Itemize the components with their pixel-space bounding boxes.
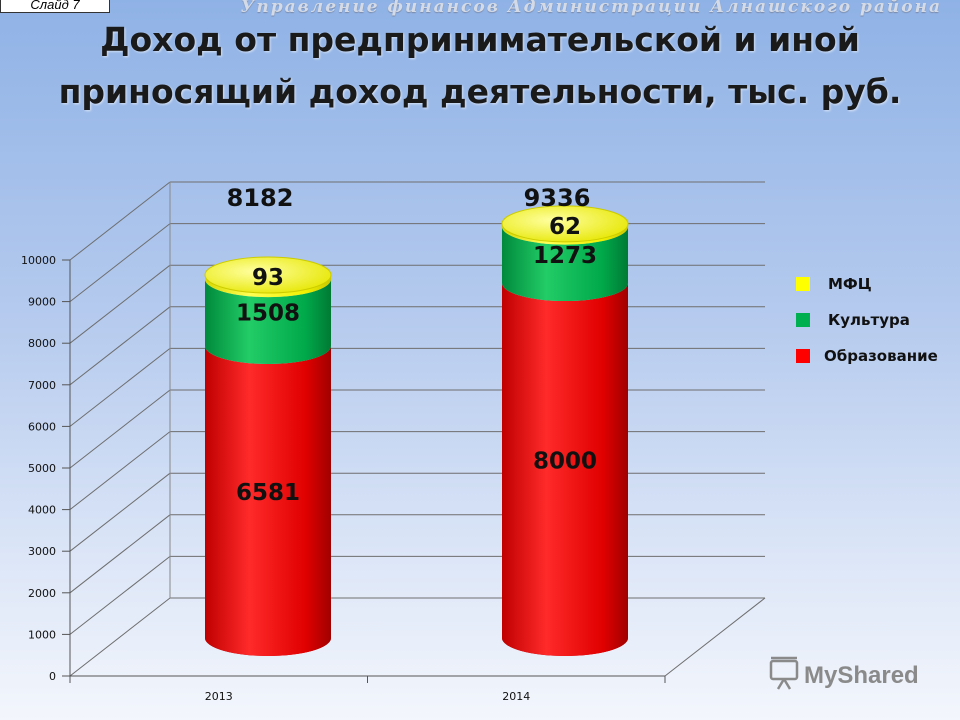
gridline-diagonal (69, 556, 171, 635)
legend: МФЦ Культура Образование (796, 275, 938, 365)
gridline-diagonal (69, 597, 171, 677)
y-tick-label: 9000 (28, 296, 56, 309)
gridline-diagonal (69, 264, 171, 344)
page-title: Доход от предпринимательской и иной прин… (58, 20, 902, 111)
bar-segment-МФЦ (205, 275, 331, 298)
bars: 6581 1508 93 8000 1273 62 (204, 205, 629, 656)
y-tick-label: 2000 (28, 587, 56, 600)
cylinder-cap (204, 256, 332, 294)
slide-number-label: Слайд 7 (0, 0, 110, 13)
bar-stack-2013: 6581 1508 93 (204, 256, 332, 656)
legend-item: Культура (796, 311, 910, 329)
total-labels: 8182 9336 (227, 184, 591, 212)
legend-item: МФЦ (796, 275, 872, 293)
data-label-Образование: 6581 (236, 480, 300, 506)
data-label-МФЦ: 93 (252, 265, 284, 291)
total-label: 8182 (227, 184, 294, 212)
total-label: 9336 (524, 184, 591, 212)
legend-swatch (796, 277, 810, 291)
gridline-diagonal (69, 472, 171, 552)
bar-segment-Образование (502, 283, 628, 656)
legend-swatch (796, 349, 810, 363)
y-tick-label: 7000 (28, 379, 56, 392)
y-axis-ticks: 0 1000 2000 3000 4000 5000 6000 7000 8000 9000 100… (21, 254, 70, 683)
data-label-Образование: 8000 (533, 449, 597, 475)
data-label-Культура: 1273 (533, 243, 597, 269)
bar-segment-Культура (502, 226, 628, 302)
gridline-diagonal (69, 348, 171, 427)
gridline-diagonal (69, 181, 171, 261)
legend-item: Образование (796, 347, 938, 365)
bar-segment-Культура (205, 279, 331, 365)
y-tick-label: 4000 (28, 504, 56, 517)
x-axis: 2013 2014 (69, 675, 666, 703)
y-tick-label: 10000 (21, 254, 56, 267)
y-tick-label: 6000 (28, 420, 56, 433)
y-tick-label: 0 (49, 670, 56, 683)
x-tick-label: 2013 (205, 690, 233, 703)
y-tick-label: 5000 (28, 462, 56, 475)
watermark-text: MyShared (804, 662, 919, 689)
data-label-МФЦ: 62 (549, 214, 581, 240)
x-tick-label: 2014 (502, 690, 530, 703)
legend-swatch (796, 313, 810, 327)
grid-lines (69, 181, 766, 677)
presentation-icon (769, 656, 799, 690)
bar-segment-Образование (205, 346, 331, 656)
gridline-diagonal (69, 223, 171, 302)
watermark-logo: MyShared (769, 656, 919, 690)
gridline-diagonal (69, 431, 171, 510)
gridline-diagonal (69, 306, 171, 386)
gridline-diagonal (69, 514, 171, 594)
floor-edge (664, 597, 766, 677)
gridline-diagonal (69, 389, 171, 469)
y-tick-label: 8000 (28, 337, 56, 350)
bar-stack-2014: 8000 1273 62 (501, 205, 629, 656)
legend-label: МФЦ (828, 275, 872, 293)
y-tick-label: 3000 (28, 545, 56, 558)
cylinder-cap (501, 205, 629, 243)
legend-label: Культура (828, 311, 910, 329)
data-label-Культура: 1508 (236, 301, 300, 327)
legend-label: Образование (824, 347, 938, 365)
header-organization: Управление финансов Администрации Алнашс… (240, 0, 942, 17)
y-tick-label: 1000 (28, 628, 56, 641)
